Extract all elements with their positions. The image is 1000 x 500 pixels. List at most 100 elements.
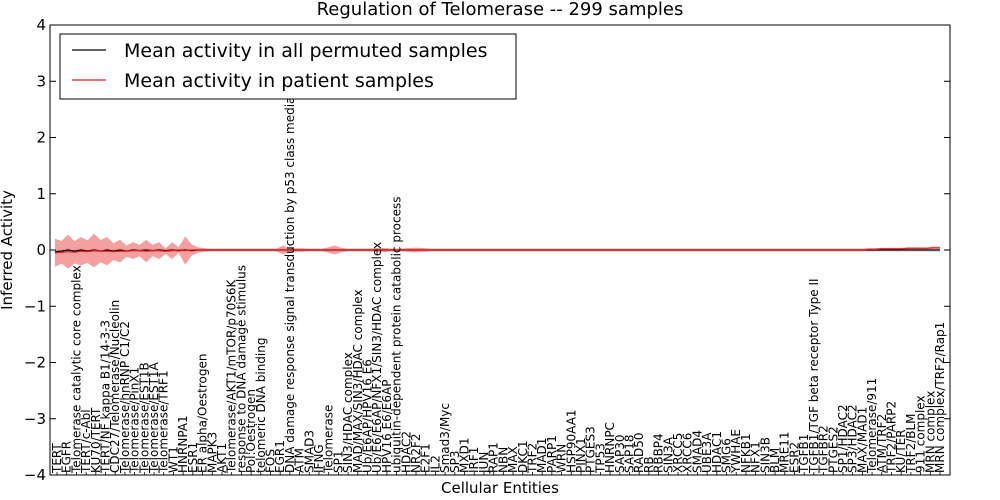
x-tick-label: PINX1 — [574, 437, 588, 473]
y-tick-label: 1 — [36, 185, 46, 203]
x-tick-label: response to DNA damage stimulus — [234, 265, 248, 473]
x-tick-label: RBBP4 — [652, 433, 666, 473]
y-axis-ticks: 4 3 2 1 0 −1 −2 −3 −4 — [24, 16, 950, 484]
x-tick-label: SP1/HDAC2 — [836, 404, 850, 473]
x-tick-label: BLM — [768, 448, 782, 473]
x-tick-label: SIN3A — [661, 436, 675, 473]
x-tick-label: SP3 — [448, 451, 462, 474]
x-tick-label: SIN3B — [758, 437, 772, 473]
x-tick-label: HPV16 E6/E6AP — [380, 380, 394, 473]
x-tick-label: ER alpha/Oestrogen — [196, 354, 210, 473]
x-tick-label: TRF2/PARP2 — [885, 401, 899, 474]
x-tick-label: RB — [642, 456, 656, 473]
x-tick-label: KU70/TERT — [89, 407, 103, 473]
x-tick-label: SP3/HDAC2 — [846, 404, 860, 473]
x-tick-label: Pol:Oestrogen — [244, 389, 258, 473]
x-tick-label: TP53 — [593, 443, 607, 474]
x-tick-label: Telomerase/911 — [865, 378, 879, 474]
y-tick-label: 4 — [36, 16, 46, 34]
x-tick-label: AKT1 — [215, 443, 229, 473]
x-tick-label: TGFBR2 — [817, 425, 831, 474]
y-tick-label: 3 — [36, 72, 46, 90]
x-tick-label: DKC1 — [516, 441, 530, 473]
x-tick-label: PTGES2 — [826, 426, 840, 473]
x-tick-label: WRN — [555, 444, 569, 473]
series-lines — [54, 247, 940, 254]
x-tick-label: E2F1 — [419, 443, 433, 473]
x-tick-label: ESR1 — [186, 442, 200, 473]
x-tick-label: SAP18 — [623, 434, 637, 473]
x-tick-label: EGR1 — [273, 440, 287, 473]
x-tick-label: Telomerase/hnRNP C1/C2 — [118, 321, 132, 474]
x-tick-label: JUN — [477, 452, 491, 474]
x-tick-label: NBN — [496, 447, 510, 473]
legend-label-patient: Mean activity in patient samples — [124, 70, 434, 92]
x-tick-label: FOS — [264, 449, 278, 473]
legend-box — [59, 33, 517, 100]
x-tick-label: SP1 — [331, 451, 345, 474]
x-tick-label: Telomerase/TRF1 — [157, 370, 171, 474]
x-tick-label: Smad3/Myc — [438, 403, 452, 473]
x-tick-label: ubiquitin-dependent protein catabolic pr… — [390, 197, 404, 473]
x-tick-label: MXD1 — [458, 438, 472, 473]
y-tick-label: 2 — [36, 129, 46, 147]
y-tick-label: −2 — [24, 354, 46, 372]
x-tick-label: SAP30 — [613, 434, 627, 473]
x-tick-label: SIN3/HDAC complex — [341, 352, 355, 473]
x-tick-label: Telomerase/EST1A — [147, 361, 161, 474]
x-tick-label: MAD1 — [535, 438, 549, 473]
y-tick-label: −4 — [24, 466, 46, 484]
x-tick-label: ATM — [293, 448, 307, 473]
x-tick-label: TGFB1/TGF beta receptor Type II — [807, 278, 821, 474]
x-tick-label: KU/TER — [894, 429, 908, 473]
patient-mean-line — [54, 247, 940, 254]
x-tick-label: SMG6 — [720, 438, 734, 473]
x-tick-label: 911 complex — [914, 395, 928, 473]
x-tick-label: Telomerase/EST1B — [137, 362, 151, 474]
x-tick-label: HDAC2 — [399, 431, 413, 473]
x-tick-label: RAP1 — [487, 442, 501, 473]
x-tick-label: telomeric DNA binding — [254, 338, 268, 474]
y-axis-label: Inferred Activity — [0, 190, 16, 310]
x-tick-label: MAD/MAX/SIN3/HDAC complex — [351, 289, 365, 473]
x-tick-label: TRF2/BLM — [904, 413, 918, 474]
x-tick-label: TGFB1 — [797, 434, 811, 474]
y-tick-label: −3 — [24, 410, 46, 428]
x-tick-label: EGFR — [60, 441, 74, 473]
confidence-bands — [55, 233, 940, 269]
x-tick-label: IL2 — [428, 455, 442, 473]
x-tick-label: Telomerase — [322, 405, 336, 474]
x-tick-label: UBE3A — [700, 432, 714, 473]
x-tick-label: ATM/TRF2 — [875, 414, 889, 473]
x-tick-label: TERT/NF kappa B1/14-3-3 — [99, 320, 113, 474]
x-tick-label: NR2F2 — [409, 434, 423, 474]
x-axis-label: Cellular Entities — [441, 479, 559, 497]
x-tick-label: Ub/E6AP/HPV16 E6 — [361, 359, 375, 473]
x-tick-label: Telomerase/AKT1/mTOR/p70S6K — [225, 278, 239, 474]
x-tick-label: TERT — [50, 443, 64, 474]
legend-label-permuted: Mean activity in all permuted samples — [124, 40, 487, 62]
x-tick-label: Telomerase/PinX1 — [128, 367, 142, 474]
x-tick-label: DNA damage response signal transduction … — [283, 80, 297, 473]
x-tick-label: SMAD3 — [302, 430, 316, 473]
x-tick-label: HNRNPA1 — [176, 415, 190, 473]
x-tick-label: PTGES3 — [584, 426, 598, 473]
x-tick-label: IFNG — [312, 444, 326, 473]
legend: Mean activity in all permuted samples Me… — [59, 33, 517, 100]
chart-title: Regulation of Telomerase -- 299 samples — [317, 0, 684, 20]
x-tick-label: MRN complex/TRF2/Rap1 — [933, 322, 947, 473]
x-tick-label: HSP90AA1 — [564, 409, 578, 473]
x-tick-label: NFKB1 — [739, 433, 753, 473]
y-tick-label: 0 — [36, 241, 46, 259]
x-tick-label: Ub/E6/E6AP/NFX1/SIN3/HDAC complex — [370, 242, 384, 473]
y-tick-label: −1 — [24, 297, 46, 315]
x-tick-label: HNRNPC — [603, 422, 617, 473]
x-tick-label: MRE11 — [778, 431, 792, 473]
x-tick-label: CDC27/Telomerase/Nucleolin — [108, 300, 122, 473]
x-tick-label: ESR2 — [788, 442, 802, 473]
x-tick-label: MRN complex — [923, 391, 937, 473]
x-tick-label: PARP1 — [545, 435, 559, 473]
x-tick-label: RAD50 — [632, 432, 646, 473]
